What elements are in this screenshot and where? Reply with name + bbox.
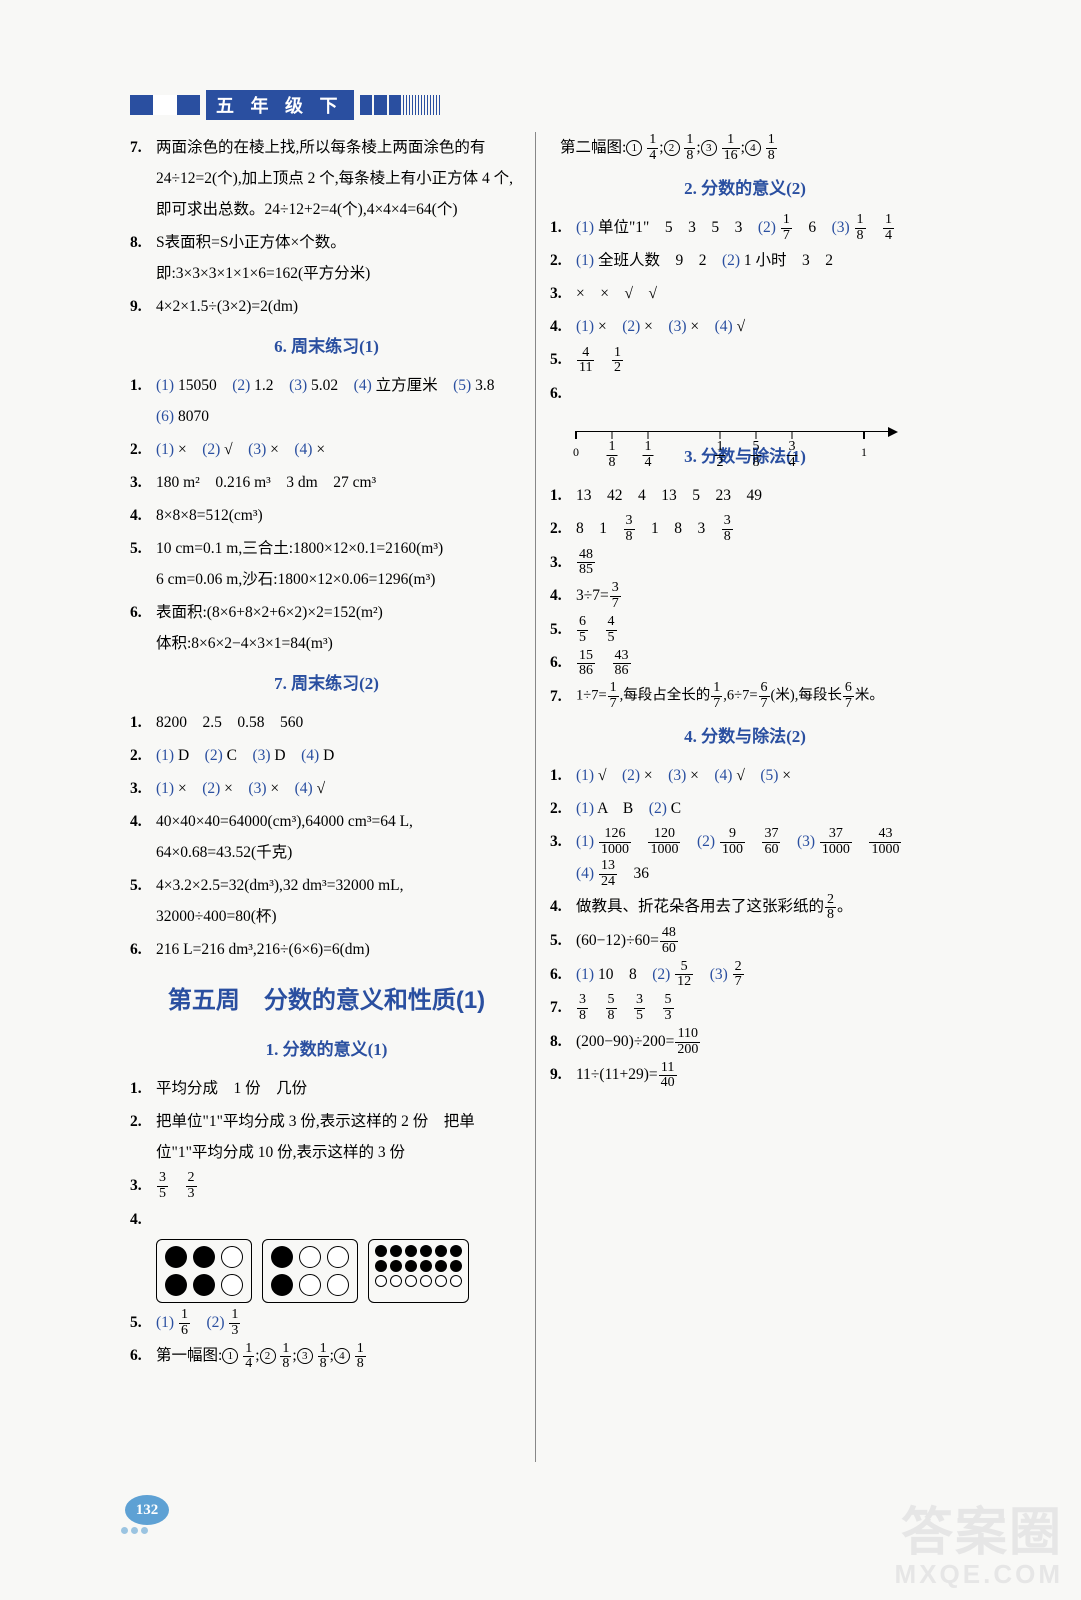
answer-item: 3.180 m² 0.216 m³ 3 dm 27 cm³ (130, 467, 523, 498)
answer-item: 3.(1) × (2) × (3) × (4) √ (130, 773, 523, 804)
answer-item: 4.3÷7=37 (550, 580, 940, 612)
page: 五 年 级 下 7.两面涂色的在棱上找,所以每条棱上两面涂色的有 24÷12=2… (130, 90, 950, 1510)
dot-cards (156, 1239, 523, 1303)
page-header: 五 年 级 下 (130, 90, 950, 120)
page-number: 132 (125, 1495, 180, 1535)
answer-item: 5.(60−12)÷60=4860 (550, 925, 940, 957)
content-columns: 7.两面涂色的在棱上找,所以每条棱上两面涂色的有 24÷12=2(个),加上顶点… (130, 132, 950, 1462)
answer-item: 5.(1) 16 (2) 13 (130, 1307, 523, 1339)
answer-item: 2.(1) 全班人数 9 2 (2) 1 小时 3 2 (550, 245, 940, 276)
section-title: 7. 周末练习(2) (130, 667, 523, 701)
answer-item: 4.8×8×8=512(cm³) (130, 500, 523, 531)
answer-item: 1.平均分成 1 份 几份 (130, 1073, 523, 1104)
answer-item: 4.做教具、折花朵各用去了这张彩纸的28。 (550, 891, 940, 923)
answer-item: 6.1586 4386 (550, 647, 940, 679)
answer-item: 9.4×2×1.5÷(3×2)=2(dm) (130, 291, 523, 322)
answer-item: 5.10 cm=0.1 m,三合土:1800×12×0.1=2160(m³) 6… (130, 533, 523, 595)
watermark: 答案圈 MXQE.COM (895, 1490, 1063, 1590)
answer-item: 9.11÷(11+29)=1140 (550, 1059, 940, 1091)
answer-item: 6.表面积:(8×6+8×2+6×2)×2=152(m²) 体积:8×6×2−4… (130, 597, 523, 659)
answer-item: 5.65 45 (550, 614, 940, 646)
answer-item: 3.35 23 (130, 1170, 523, 1202)
answer-item: 3.(1) 1261000 1201000 (2) 9100 3760 (3) … (550, 826, 940, 889)
left-column: 7.两面涂色的在棱上找,所以每条棱上两面涂色的有 24÷12=2(个),加上顶点… (130, 132, 535, 1462)
answer-item: 7.两面涂色的在棱上找,所以每条棱上两面涂色的有 24÷12=2(个),加上顶点… (130, 132, 523, 225)
answer-item: 6.第一幅图:1 14;2 18;3 18;4 18 (130, 1340, 523, 1372)
answer-item: 6.(1) 10 8 (2) 512 (3) 27 (550, 959, 940, 991)
answer-item: 5.411 12 (550, 344, 940, 376)
answer-item: 1.(1) √ (2) × (3) × (4) √ (5) × (550, 760, 940, 791)
answer-item: 6.216 L=216 dm³,216÷(6×6)=6(dm) (130, 934, 523, 965)
answer-item: 4.(1) × (2) × (3) × (4) √ (550, 311, 940, 342)
answer-item: 7.1÷7=17,每段占全长的17,6÷7=67(米),每段长67米。 (550, 681, 940, 712)
answer-item: 6. (550, 378, 940, 409)
section-title: 6. 周末练习(1) (130, 330, 523, 364)
section-title: 4. 分数与除法(2) (550, 720, 940, 754)
week-title: 第五周 分数的意义和性质(1) (130, 977, 523, 1025)
answer-item: 2. (1) × (2) √ (3) × (4) × (130, 434, 523, 465)
section-title: 2. 分数的意义(2) (550, 172, 940, 206)
section-title: 1. 分数的意义(1) (130, 1033, 523, 1067)
answer-item: 2.(1) A B (2) C (550, 793, 940, 824)
answer-item: 5.4×3.2×2.5=32(dm³),32 dm³=32000 mL, 320… (130, 870, 523, 932)
right-column: 第二幅图:1 14;2 18;3 116;4 18 2. 分数的意义(2) 1.… (535, 132, 940, 1462)
answer-item: 1.13 42 4 13 5 23 49 (550, 480, 940, 511)
answer-item: 2.(1) D (2) C (3) D (4) D (130, 740, 523, 771)
answer-item: 3.× × √ √ (550, 278, 940, 309)
header-tail-decor (360, 95, 440, 115)
answer-item: 2.8 1 38 1 8 3 38 (550, 513, 940, 545)
answer-item: 3.4885 (550, 547, 940, 579)
page-number-value: 132 (125, 1495, 169, 1525)
grade-badge: 五 年 级 下 (206, 90, 354, 120)
answer-item: 4. (130, 1204, 523, 1235)
answer-item: 4.40×40×40=64000(cm³),64000 cm³=64 L, 64… (130, 806, 523, 868)
dot-card (156, 1239, 252, 1303)
dot-card (262, 1239, 358, 1303)
answer-item: 8.(200−90)÷200=110200 (550, 1026, 940, 1058)
answer-item: 2.把单位"1"平均分成 3 份,表示这样的 2 份 把单位"1"平均分成 10… (130, 1106, 523, 1168)
header-lead-decor (130, 95, 200, 115)
answer-item: 8.S表面积=S小正方体×个数。 即:3×3×3×1×1×6=162(平方分米) (130, 227, 523, 289)
number-line-axis (576, 431, 896, 432)
dot-card (368, 1239, 469, 1303)
answer-item: 7.38 58 35 53 (550, 992, 940, 1024)
answer-item: 第二幅图:1 14;2 18;3 116;4 18 (560, 132, 940, 164)
number-line: 018141258341 (576, 431, 896, 432)
answer-item: 1.8200 2.5 0.58 560 (130, 707, 523, 738)
answer-item: 1. (1) 15050 (2) 1.2 (3) 5.02 (4) 立方厘米 (… (130, 370, 523, 432)
answer-item: 1.(1) 单位"1" 5 3 5 3 (2) 17 6 (3) 18 14 (550, 212, 940, 244)
